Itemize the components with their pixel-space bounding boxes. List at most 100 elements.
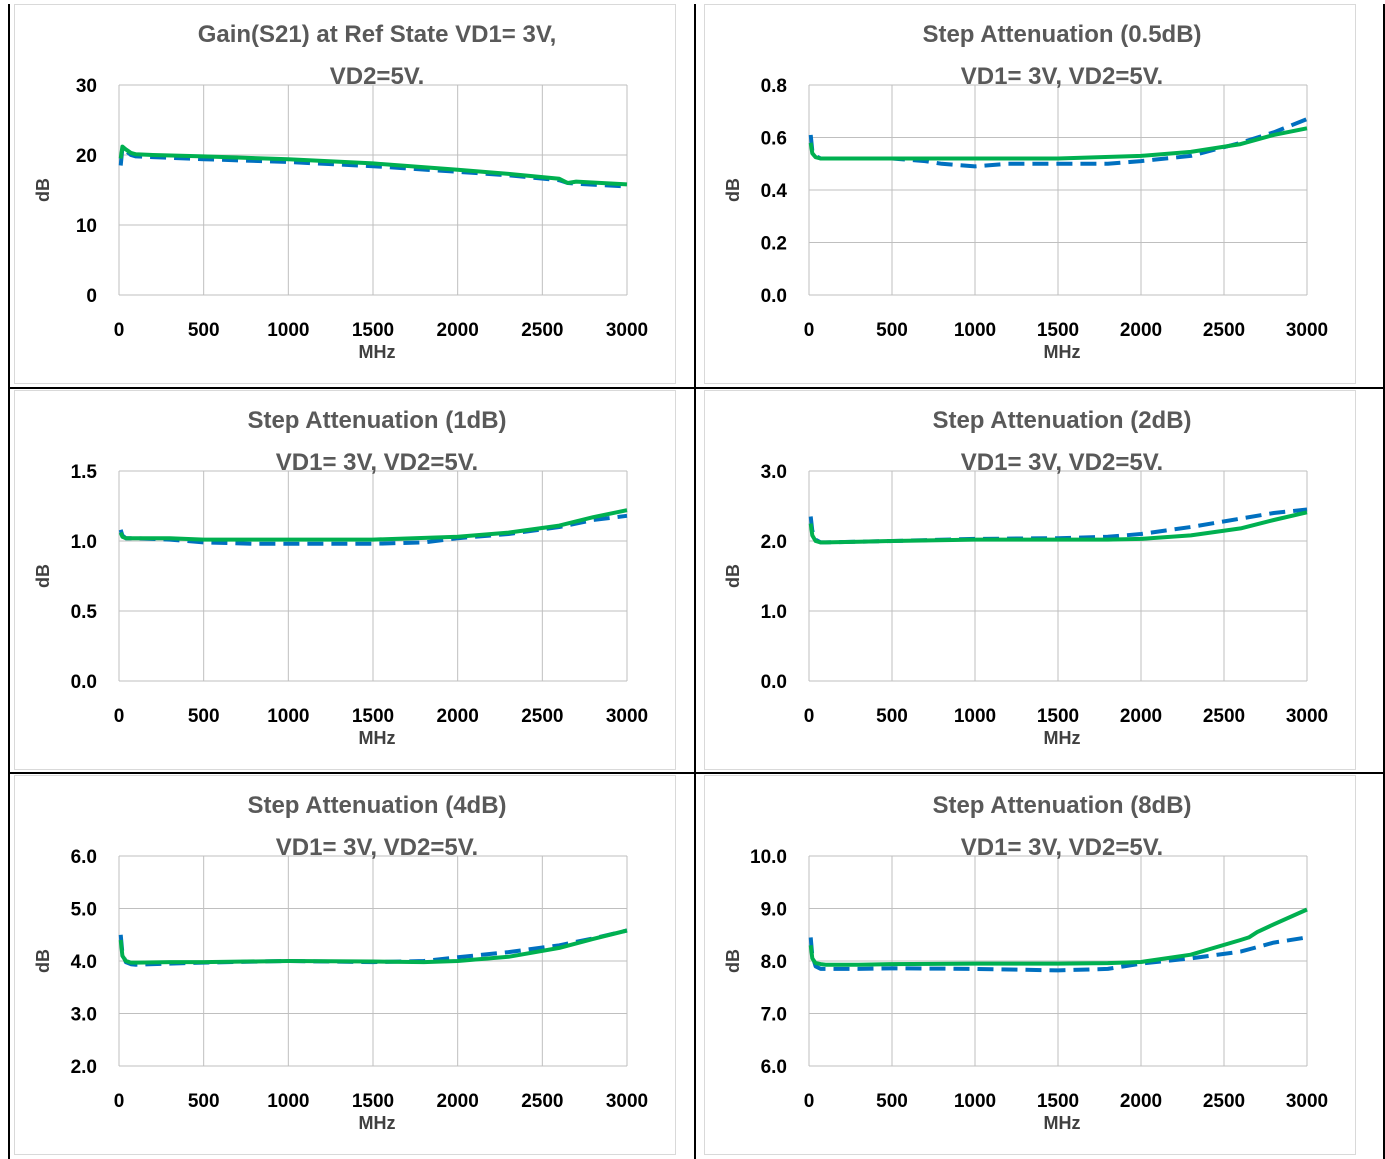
chart-panel-2db: 0.0 1.0 2.0 3.0 0 500 1000 1500 2000 2500 3000 Step… bbox=[704, 390, 1356, 770]
x-tick-label: 2500 bbox=[521, 1091, 563, 1112]
chart-title: Step Attenuation (1dB) bbox=[247, 407, 506, 434]
y-tick-label: 3.0 bbox=[71, 1005, 97, 1026]
x-tick-label: 3000 bbox=[1286, 1091, 1328, 1112]
x-axis-label: MHz bbox=[359, 1113, 396, 1133]
x-tick-label: 3000 bbox=[1286, 320, 1328, 341]
y-tick-label: 7.0 bbox=[761, 1005, 787, 1026]
series-line-2 bbox=[808, 907, 1308, 967]
series-line-2 bbox=[118, 508, 628, 542]
y-tick-label: 0.0 bbox=[71, 672, 97, 693]
x-tick-label: 3000 bbox=[606, 1091, 648, 1112]
x-tick-label: 1500 bbox=[352, 320, 394, 341]
x-tick-label: 1000 bbox=[954, 1091, 996, 1112]
x-tick-label: 2500 bbox=[521, 320, 563, 341]
chart-step-1db: 0.0 0.5 1.0 1.5 0 500 1000 1500 2000 2500 3000 Step… bbox=[33, 407, 648, 748]
chart-grid-table bbox=[8, 4, 1385, 1159]
chart-step-0-5db: 0.0 0.2 0.4 0.6 0.8 0 500 1000 1500 2000 2500 3000 S… bbox=[723, 21, 1328, 362]
chart-subtitle: VD1= 3V, VD2=5V. bbox=[961, 449, 1163, 476]
chart-subtitle: VD1= 3V, VD2=5V. bbox=[276, 834, 478, 861]
x-tick-label: 2000 bbox=[437, 1091, 479, 1112]
y-tick-label: 30 bbox=[76, 76, 97, 97]
y-tick-label: 1.0 bbox=[71, 532, 97, 553]
y-tick-label: 2.0 bbox=[71, 1057, 97, 1078]
x-tick-label: 1500 bbox=[1037, 706, 1079, 727]
series-line-2 bbox=[808, 126, 1308, 161]
chart-title: Step Attenuation (8dB) bbox=[932, 792, 1191, 819]
y-axis-label: dB bbox=[723, 564, 743, 588]
x-tick-label: 500 bbox=[876, 1091, 908, 1112]
x-tick-label: 1500 bbox=[352, 1091, 394, 1112]
y-tick-label: 0.0 bbox=[761, 672, 787, 693]
x-tick-label: 500 bbox=[188, 320, 220, 341]
x-tick-label: 500 bbox=[188, 1091, 220, 1112]
x-tick-label: 1000 bbox=[267, 320, 309, 341]
chart-panel-1db: 0.0 0.5 1.0 1.5 0 500 1000 1500 2000 2500 3000 Step… bbox=[14, 390, 676, 770]
chart-subtitle: VD1= 3V, VD2=5V. bbox=[276, 449, 478, 476]
chart-gain: 0 10 20 30 0 500 1000 1500 2000 2500 3000 Gain(S21)… bbox=[33, 21, 648, 362]
chart-step-8db: 6.0 7.0 8.0 9.0 10.0 0 500 1000 1500 2000 2500 3000… bbox=[723, 792, 1328, 1133]
y-tick-label: 1.0 bbox=[761, 602, 787, 623]
chart-panel-0-5db: 0.0 0.2 0.4 0.6 0.8 0 500 1000 1500 2000 2500 3000 S… bbox=[704, 4, 1356, 384]
x-tick-label: 2000 bbox=[437, 706, 479, 727]
x-tick-label: 3000 bbox=[1286, 706, 1328, 727]
table-row-divider-2 bbox=[8, 772, 1385, 774]
chart-subtitle: VD1= 3V, VD2=5V. bbox=[961, 834, 1163, 861]
x-tick-label: 3000 bbox=[606, 320, 648, 341]
x-tick-label: 1500 bbox=[1037, 1091, 1079, 1112]
series-line-2 bbox=[118, 928, 628, 965]
x-tick-label: 2000 bbox=[1120, 1091, 1162, 1112]
y-axis-label: dB bbox=[33, 564, 53, 588]
chart-panel-gain: 0 10 20 30 0 500 1000 1500 2000 2500 3000 Gain(S21)… bbox=[14, 4, 676, 384]
series-line-2 bbox=[808, 510, 1308, 545]
x-tick-label: 2000 bbox=[1120, 706, 1162, 727]
x-tick-label: 1000 bbox=[954, 706, 996, 727]
x-tick-label: 2500 bbox=[1203, 320, 1245, 341]
y-tick-label: 10.0 bbox=[750, 847, 787, 868]
y-tick-label: 0.8 bbox=[761, 76, 787, 97]
chart-title: Step Attenuation (4dB) bbox=[247, 792, 506, 819]
x-tick-label: 0 bbox=[114, 706, 125, 727]
y-tick-label: 6.0 bbox=[761, 1057, 787, 1078]
y-tick-label: 8.0 bbox=[761, 952, 787, 973]
y-axis-label: dB bbox=[33, 178, 53, 202]
x-tick-label: 1000 bbox=[267, 1091, 309, 1112]
x-tick-label: 2500 bbox=[1203, 706, 1245, 727]
y-tick-label: 1.5 bbox=[71, 462, 98, 483]
chart-step-4db: 2.0 3.0 4.0 5.0 6.0 0 500 1000 1500 2000 2500 3000 S… bbox=[33, 792, 648, 1133]
y-tick-label: 10 bbox=[76, 216, 97, 237]
x-tick-label: 500 bbox=[188, 706, 220, 727]
x-tick-label: 0 bbox=[114, 1091, 125, 1112]
chart-subtitle: VD1= 3V, VD2=5V. bbox=[961, 63, 1163, 90]
y-axis-label: dB bbox=[723, 949, 743, 973]
series-line-1 bbox=[118, 146, 628, 189]
y-tick-label: 0.4 bbox=[761, 181, 788, 202]
x-tick-label: 3000 bbox=[606, 706, 648, 727]
chart-panel-4db: 2.0 3.0 4.0 5.0 6.0 0 500 1000 1500 2000 2500 3000 S… bbox=[14, 775, 676, 1155]
x-axis-label: MHz bbox=[1044, 342, 1081, 362]
x-tick-label: 0 bbox=[804, 320, 815, 341]
chart-step-2db: 0.0 1.0 2.0 3.0 0 500 1000 1500 2000 2500 3000 Step… bbox=[723, 407, 1328, 748]
y-tick-label: 0.0 bbox=[761, 286, 787, 307]
x-tick-label: 2500 bbox=[521, 706, 563, 727]
x-tick-label: 2500 bbox=[1203, 1091, 1245, 1112]
series-line-1 bbox=[808, 507, 1308, 545]
x-tick-label: 2000 bbox=[437, 320, 479, 341]
x-axis-label: MHz bbox=[359, 342, 396, 362]
y-tick-label: 20 bbox=[76, 146, 97, 167]
table-border-middle bbox=[694, 4, 696, 1159]
y-axis-label: dB bbox=[33, 949, 53, 973]
x-tick-label: 1000 bbox=[267, 706, 309, 727]
x-tick-label: 0 bbox=[804, 1091, 815, 1112]
chart-title: Gain(S21) at Ref State VD1= 3V, bbox=[198, 21, 557, 48]
x-tick-label: 2000 bbox=[1120, 320, 1162, 341]
x-axis-label: MHz bbox=[1044, 728, 1081, 748]
table-border-left bbox=[8, 4, 10, 1159]
y-tick-label: 4.0 bbox=[71, 952, 97, 973]
x-tick-label: 500 bbox=[876, 706, 908, 727]
series-line-2 bbox=[118, 144, 628, 187]
x-axis-label: MHz bbox=[1044, 1113, 1081, 1133]
y-tick-label: 2.0 bbox=[761, 532, 787, 553]
y-tick-label: 6.0 bbox=[71, 847, 97, 868]
y-axis-label: dB bbox=[723, 178, 743, 202]
chart-subtitle: VD2=5V. bbox=[330, 63, 425, 90]
